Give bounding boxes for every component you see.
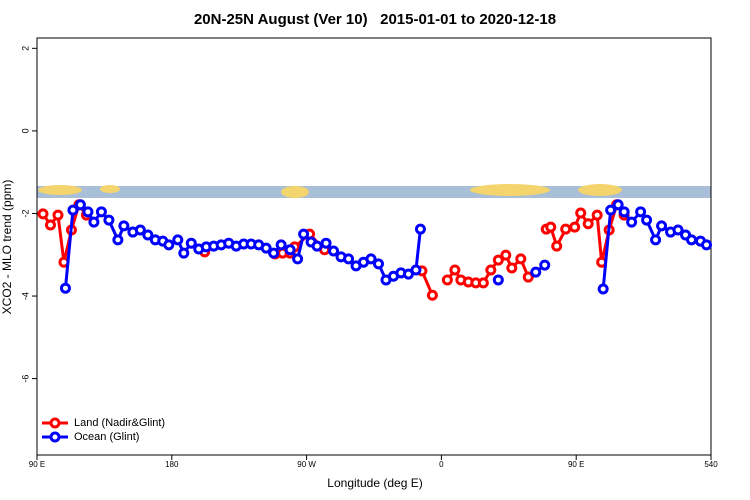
point: [118, 220, 130, 232]
y-tick-label: -2: [20, 209, 30, 217]
x-tick-label: 90 E: [568, 460, 584, 469]
point: [635, 206, 647, 218]
point: [414, 223, 426, 235]
point: [142, 229, 154, 241]
point: [560, 223, 572, 235]
point: [134, 224, 146, 236]
legend-marker: [49, 417, 61, 429]
point: [268, 247, 280, 259]
point: [492, 254, 504, 266]
point: [605, 204, 617, 216]
point: [477, 277, 489, 289]
point: [52, 209, 64, 221]
point: [500, 249, 512, 261]
point: [410, 264, 422, 276]
chart-title: 20N-25N August (Ver 10) 2015-01-01 to 20…: [194, 11, 556, 28]
point: [372, 258, 384, 270]
point: [275, 239, 287, 251]
point: [37, 208, 49, 220]
point: [591, 209, 603, 221]
point: [551, 240, 563, 252]
point: [650, 234, 662, 246]
point: [582, 218, 594, 230]
point: [569, 221, 581, 233]
point: [597, 283, 609, 295]
point: [74, 199, 86, 211]
plot-frame: [36, 37, 712, 456]
x-tick-label: 90 E: [29, 460, 45, 469]
point: [298, 228, 310, 240]
point: [260, 242, 272, 254]
legend-label: Ocean (Glint): [74, 431, 139, 443]
point: [492, 274, 504, 286]
point: [656, 220, 668, 232]
point: [515, 253, 527, 265]
y-tick-label: 2: [20, 46, 30, 51]
point: [641, 214, 653, 226]
point: [320, 237, 332, 249]
point: [343, 253, 355, 265]
point: [426, 289, 438, 301]
point: [82, 206, 94, 218]
x-tick-label: 90 W: [297, 460, 316, 469]
point: [672, 224, 684, 236]
point: [449, 264, 461, 276]
point: [44, 219, 56, 231]
point: [522, 271, 534, 283]
point: [284, 244, 296, 256]
point: [292, 253, 304, 265]
point: [172, 234, 184, 246]
y-tick-label: -4: [20, 292, 30, 300]
point: [103, 214, 115, 226]
point: [618, 206, 630, 218]
x-axis-label: Longitude (deg E): [327, 476, 422, 490]
legend-label: Land (Nadir&Glint): [74, 417, 165, 429]
point: [575, 207, 587, 219]
y-tick-label: -6: [20, 375, 30, 383]
point: [163, 239, 175, 251]
point: [59, 282, 71, 294]
point: [506, 262, 518, 274]
point: [545, 221, 557, 233]
y-tick-label: 0: [20, 128, 30, 133]
point: [701, 239, 713, 251]
point: [441, 274, 453, 286]
point: [539, 259, 551, 271]
point: [530, 266, 542, 278]
x-tick-label: 180: [165, 460, 179, 469]
point: [328, 245, 340, 257]
point: [67, 204, 79, 216]
legend-marker: [49, 431, 61, 443]
x-tick-label: 540: [704, 460, 718, 469]
point: [612, 199, 624, 211]
point: [686, 234, 698, 246]
point: [178, 247, 190, 259]
map-strip: [37, 184, 711, 198]
point: [112, 234, 124, 246]
point: [365, 253, 377, 265]
point: [185, 237, 197, 249]
point: [95, 206, 107, 218]
point: [626, 216, 638, 228]
point: [88, 216, 100, 228]
point: [311, 240, 323, 252]
y-axis-label: XCO2 - MLO trend (ppm): [0, 180, 14, 315]
point: [485, 264, 497, 276]
x-tick-label: 0: [439, 460, 444, 469]
